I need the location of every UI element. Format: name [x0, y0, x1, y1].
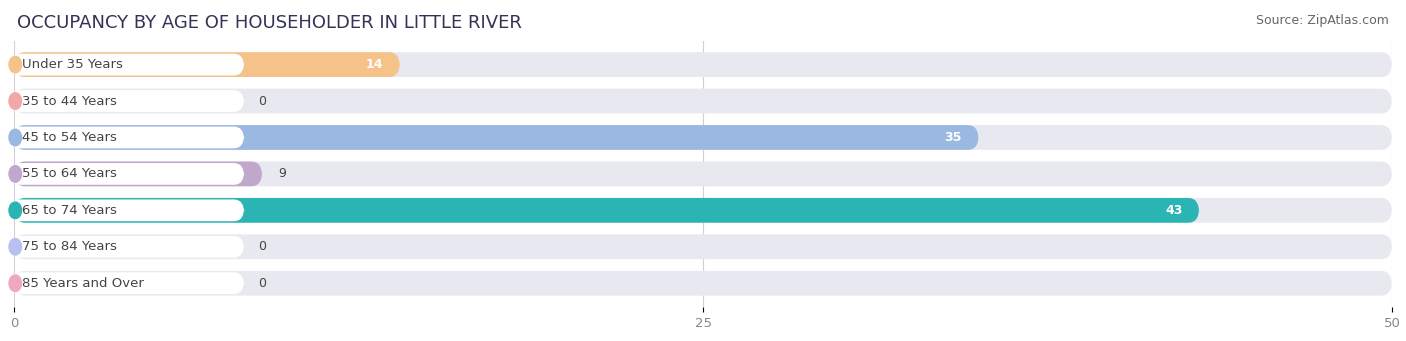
Circle shape: [8, 166, 21, 182]
FancyBboxPatch shape: [14, 198, 1199, 223]
FancyBboxPatch shape: [14, 52, 399, 77]
Circle shape: [8, 56, 21, 73]
FancyBboxPatch shape: [14, 52, 1392, 77]
FancyBboxPatch shape: [14, 125, 979, 150]
Text: 55 to 64 Years: 55 to 64 Years: [22, 167, 117, 180]
FancyBboxPatch shape: [10, 54, 245, 75]
FancyBboxPatch shape: [10, 90, 245, 112]
Circle shape: [8, 238, 21, 255]
FancyBboxPatch shape: [14, 89, 1392, 114]
FancyBboxPatch shape: [14, 125, 1392, 150]
FancyBboxPatch shape: [14, 271, 1392, 296]
Circle shape: [8, 129, 21, 146]
Text: 14: 14: [366, 58, 384, 71]
Text: 85 Years and Over: 85 Years and Over: [22, 277, 143, 290]
Text: 35 to 44 Years: 35 to 44 Years: [22, 94, 117, 107]
Text: 75 to 84 Years: 75 to 84 Years: [22, 240, 117, 253]
Text: 45 to 54 Years: 45 to 54 Years: [22, 131, 117, 144]
Text: Source: ZipAtlas.com: Source: ZipAtlas.com: [1256, 14, 1389, 27]
Circle shape: [8, 275, 21, 292]
Text: 0: 0: [257, 240, 266, 253]
Text: 35: 35: [945, 131, 962, 144]
FancyBboxPatch shape: [10, 199, 245, 221]
FancyBboxPatch shape: [14, 198, 1392, 223]
FancyBboxPatch shape: [10, 236, 245, 258]
FancyBboxPatch shape: [10, 163, 245, 185]
Text: Under 35 Years: Under 35 Years: [22, 58, 122, 71]
FancyBboxPatch shape: [14, 162, 1392, 186]
FancyBboxPatch shape: [14, 162, 262, 186]
FancyBboxPatch shape: [14, 234, 1392, 259]
Circle shape: [8, 202, 21, 219]
Text: 0: 0: [257, 277, 266, 290]
FancyBboxPatch shape: [10, 127, 245, 148]
Text: 9: 9: [278, 167, 287, 180]
Text: 43: 43: [1166, 204, 1182, 217]
Circle shape: [8, 93, 21, 109]
Text: 0: 0: [257, 94, 266, 107]
Text: OCCUPANCY BY AGE OF HOUSEHOLDER IN LITTLE RIVER: OCCUPANCY BY AGE OF HOUSEHOLDER IN LITTL…: [17, 14, 522, 32]
FancyBboxPatch shape: [10, 272, 245, 294]
Text: 65 to 74 Years: 65 to 74 Years: [22, 204, 117, 217]
